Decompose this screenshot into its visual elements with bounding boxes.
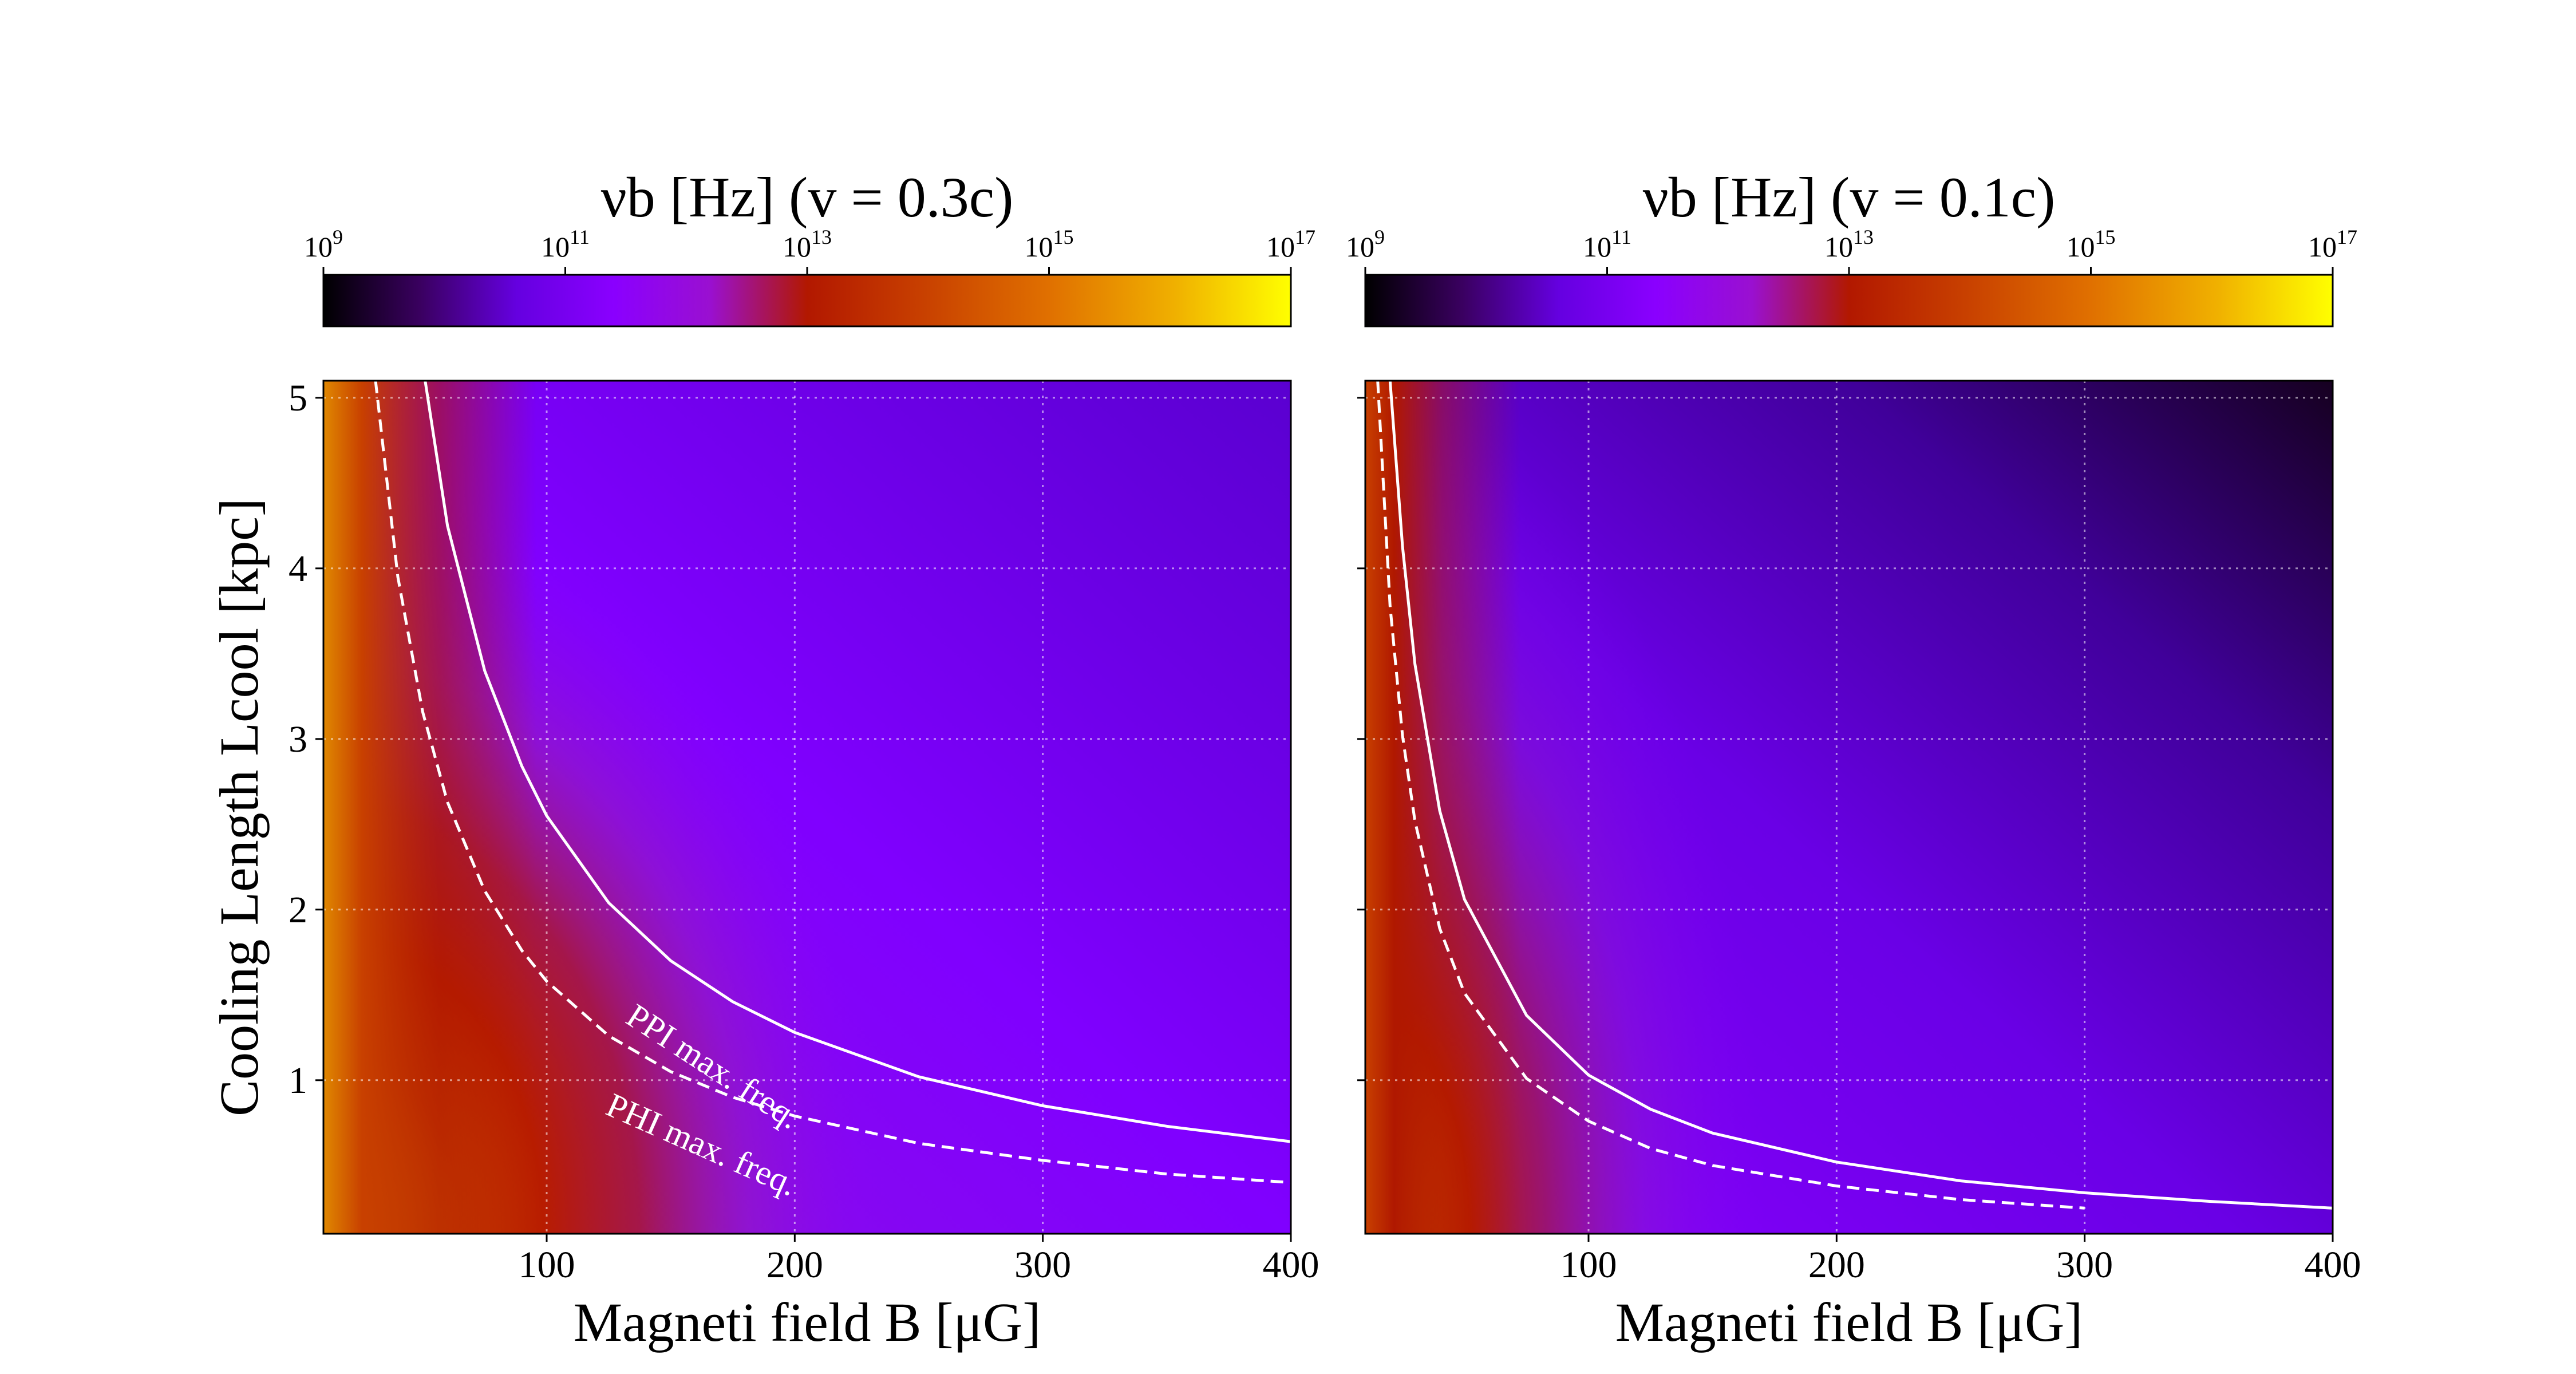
y-tick-label: 2 xyxy=(289,889,307,931)
y-tick-label: 5 xyxy=(289,377,307,419)
y-tick-label: 4 xyxy=(289,548,307,590)
colorbar-v01c: νb [Hz] (v = 0.1c) 109 1011 1013 1015 1017 xyxy=(1346,165,2357,327)
panel-v01c: νb [Hz] (v = 0.1c) 109 1011 1013 1015 1017 1… xyxy=(1346,165,2361,1353)
heatmap-v01c xyxy=(1365,381,2333,1234)
colorbar-title: νb [Hz] (v = 0.1c) xyxy=(1643,165,2056,229)
x-tick-label: 400 xyxy=(1263,1244,1319,1286)
heatmap-v03c xyxy=(323,381,1291,1234)
colorbar-tick-label: 1015 xyxy=(1025,226,1074,263)
dashed-curve xyxy=(374,381,1291,1185)
colorbar-tick-label: 1017 xyxy=(2308,226,2357,263)
x-tick-label: 200 xyxy=(1808,1244,1865,1286)
colorbar-tick-label: 1011 xyxy=(541,226,590,263)
colorbar-tick-label: 1015 xyxy=(2067,226,2116,263)
plot-frame-v01c xyxy=(1364,380,2334,1235)
colorbar-v03c: νb [Hz] (v = 0.3c) 109 1011 1013 1015 1017 xyxy=(304,165,1315,327)
x-tick-label: 200 xyxy=(767,1244,823,1286)
x-tick-label: 400 xyxy=(2305,1244,2361,1286)
colorbar-tick-label: 1013 xyxy=(1824,226,1874,263)
plot-frame-v03c xyxy=(322,380,1292,1235)
dashed-curve xyxy=(1376,381,2085,1210)
colorbar-title: νb [Hz] (v = 0.3c) xyxy=(601,165,1014,229)
x-tick-label: 100 xyxy=(519,1244,575,1286)
y-axis-label: Cooling Length Lcool [kpc] xyxy=(208,498,270,1116)
colorbar-tick-label: 109 xyxy=(1346,226,1385,263)
y-tick-label: 1 xyxy=(289,1060,307,1101)
solid-curve xyxy=(424,381,1291,1143)
colorbar-tick-label: 1011 xyxy=(1583,226,1631,263)
x-axis-label: Magneti field B [μG] xyxy=(574,1292,1041,1353)
x-tick-label: 300 xyxy=(2056,1244,2113,1286)
colorbar-tick-label: 109 xyxy=(304,226,343,263)
x-tick-label: 300 xyxy=(1014,1244,1071,1286)
colorbar-gradient xyxy=(1364,274,2334,327)
solid-curve xyxy=(1388,381,2333,1210)
panel-v03c: νb [Hz] (v = 0.3c) 109 1011 1013 1015 1017 1… xyxy=(208,165,1319,1353)
colorbar-tick-label: 1013 xyxy=(783,226,832,263)
x-tick-label: 100 xyxy=(1560,1244,1617,1286)
y-tick-label: 3 xyxy=(289,718,307,760)
x-axis-label: Magneti field B [μG] xyxy=(1615,1292,2083,1353)
colorbar-tick-label: 1017 xyxy=(1266,226,1315,263)
colorbar-gradient xyxy=(322,274,1292,327)
